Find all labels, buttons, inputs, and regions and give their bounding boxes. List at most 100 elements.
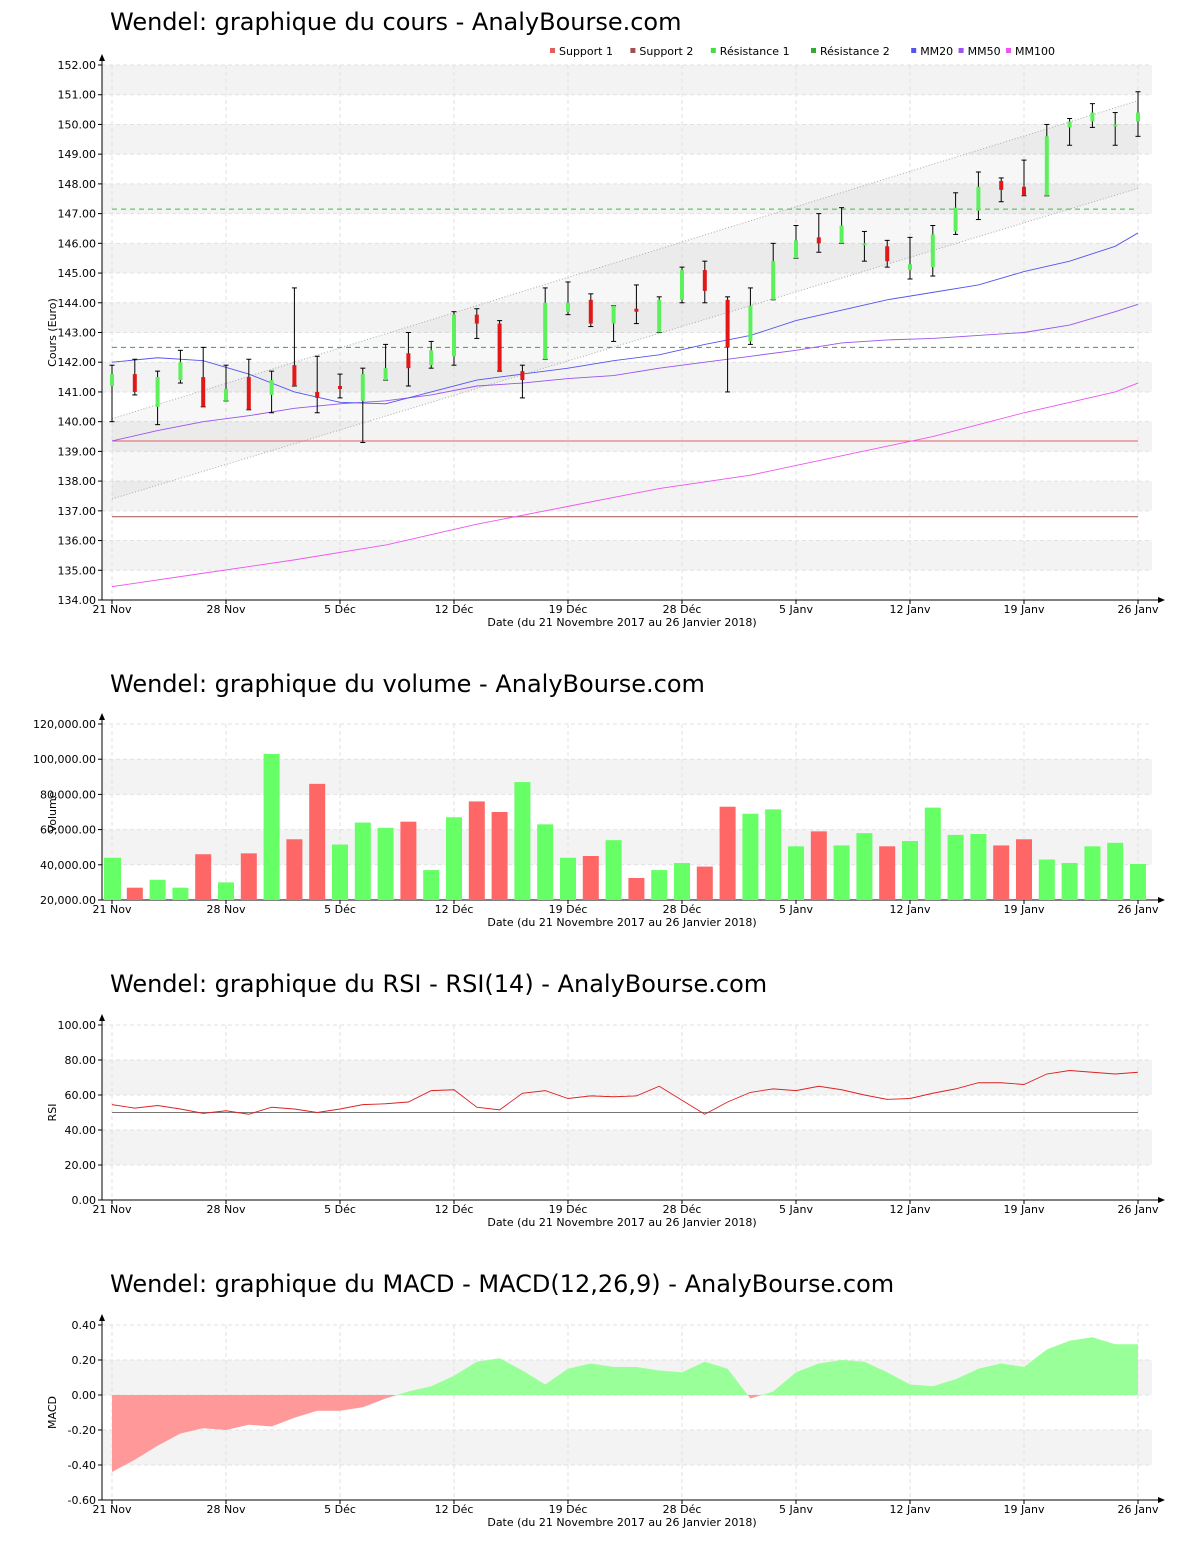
price-chart-title: Wendel: graphique du cours - AnalyBourse… — [110, 8, 682, 36]
y-tick-label: 145.00 — [58, 267, 97, 280]
candle-body — [999, 180, 1004, 190]
candle-body — [520, 371, 525, 381]
mm100-line — [111, 382, 1139, 588]
channel-upper-line — [111, 100, 1139, 420]
x-tick-label: 19 Janv — [1004, 1203, 1045, 1216]
volume-bar — [879, 846, 896, 900]
candle-body — [680, 270, 684, 300]
x-tick-label: 12 Déc — [435, 1203, 474, 1216]
volume-bar — [104, 857, 121, 900]
candle-body — [497, 323, 502, 372]
candle-body — [452, 314, 456, 357]
candle-body — [816, 237, 821, 244]
price-chart: 134.00 135.00 136.00 137.00 138.00 139.00 140.… — [46, 45, 1165, 629]
volume-chart: 20,000.00 40,000.00 60,000.00 80,000.00 100,… — [33, 713, 1165, 929]
volume-bar — [924, 807, 941, 900]
y-tick-label: -0.40 — [68, 1459, 96, 1472]
volume-bar — [1016, 839, 1032, 900]
volume-bar — [582, 856, 599, 900]
candle-body — [1136, 112, 1140, 122]
x-tick-label: 26 Janv — [1118, 603, 1159, 616]
x-tick-label: 5 Janv — [779, 1203, 813, 1216]
grid-band — [102, 540, 1152, 571]
grid-band — [102, 1130, 1152, 1165]
candle-body — [474, 314, 479, 324]
y-tick-label: 136.00 — [58, 535, 97, 548]
y-tick-label: 143.00 — [58, 327, 97, 340]
y-tick-label: 0.20 — [72, 1354, 97, 1367]
x-axis-label: Date (du 21 Novembre 2017 au 26 Janvier … — [487, 1516, 756, 1529]
x-tick-label: 19 Janv — [1004, 1503, 1045, 1516]
y-tick-label: 80.00 — [65, 1054, 97, 1067]
y-tick-label: 20,000.00 — [40, 894, 96, 907]
volume-bar — [172, 887, 189, 900]
macd-negative-area — [747, 1395, 762, 1399]
macd-chart: -0.60 -0.40 -0.20 0.00 0.20 0.40 21 Nov 28 Nov 5… — [46, 1314, 1165, 1529]
candle-body — [246, 377, 251, 410]
volume-bar — [286, 839, 303, 900]
candle-body — [634, 308, 639, 312]
volume-bar — [1130, 863, 1146, 900]
y-tick-label: 148.00 — [58, 178, 97, 191]
volume-bar — [1084, 846, 1101, 900]
x-tick-label: 19 Janv — [1004, 903, 1045, 916]
x-axis-arrow — [1158, 1497, 1165, 1503]
candle-body — [611, 305, 616, 324]
legend-swatch — [958, 48, 964, 53]
volume-bar — [126, 887, 143, 900]
x-tick-label: 12 Janv — [890, 903, 931, 916]
volume-bar — [354, 822, 371, 900]
volume-bar — [240, 853, 257, 900]
x-tick-label: 21 Nov — [93, 1503, 132, 1516]
y-tick-label: 150.00 — [58, 118, 97, 131]
volume-bar — [628, 878, 645, 900]
legend-entry: MM20 — [920, 45, 953, 58]
y-tick-label: 152.00 — [58, 59, 97, 72]
macd-panel: Wendel: graphique du MACD - MACD(12,26,9… — [0, 1260, 1200, 1550]
volume-bar — [993, 845, 1010, 900]
y-axis-arrow — [99, 1314, 105, 1321]
y-tick-label: 60.00 — [65, 1089, 97, 1102]
x-tick-label: 28 Déc — [663, 1203, 702, 1216]
volume-panel: Wendel: graphique du volume - AnalyBours… — [0, 660, 1200, 940]
candle-body — [292, 365, 297, 386]
volume-bar — [605, 840, 622, 900]
candle-body — [178, 362, 183, 381]
macd-chart-title: Wendel: graphique du MACD - MACD(12,26,9… — [110, 1270, 895, 1298]
volume-bar — [696, 866, 713, 900]
candle-body — [224, 388, 228, 401]
x-tick-label: 21 Nov — [93, 603, 132, 616]
volume-bar — [195, 854, 212, 900]
y-tick-label: 100.00 — [58, 1019, 97, 1032]
candle-body — [588, 299, 593, 324]
y-tick-label: 140.00 — [58, 416, 97, 429]
y-axis-arrow — [99, 1014, 105, 1021]
y-tick-label: 139.00 — [58, 445, 97, 458]
candle-body — [132, 374, 137, 392]
candle-body — [543, 302, 548, 360]
rsi-panel: Wendel: graphique du RSI - RSI(14) - Ana… — [0, 960, 1200, 1240]
candle-body — [383, 368, 388, 381]
grid-band — [102, 759, 1152, 795]
y-axis-label: Volume — [46, 791, 59, 832]
x-tick-label: 21 Nov — [93, 1203, 132, 1216]
volume-bar — [149, 879, 166, 900]
y-tick-label: 0.00 — [72, 1194, 97, 1207]
x-tick-label: 28 Nov — [207, 1503, 246, 1516]
y-tick-label: -0.20 — [68, 1424, 96, 1437]
y-tick-label: 60,000.00 — [40, 824, 96, 837]
candle-body — [1067, 121, 1072, 128]
candle-body — [930, 234, 935, 268]
y-tick-label: 144.00 — [58, 297, 97, 310]
volume-bar — [537, 824, 554, 900]
y-tick-label: 20.00 — [65, 1159, 97, 1172]
volume-bar — [856, 833, 873, 900]
volume-bar — [491, 812, 508, 900]
y-tick-label: 151.00 — [58, 89, 97, 102]
y-tick-label: 80,000.00 — [40, 788, 96, 801]
x-axis-label: Date (du 21 Novembre 2017 au 26 Janvier … — [487, 1216, 756, 1229]
candle-body — [748, 305, 753, 342]
macd-positive-area — [397, 1358, 748, 1395]
rsi-chart: 0.00 20.00 40.00 60.00 80.00 100.00 21 Nov 28 N… — [46, 1014, 1165, 1229]
candle-body — [953, 207, 958, 232]
